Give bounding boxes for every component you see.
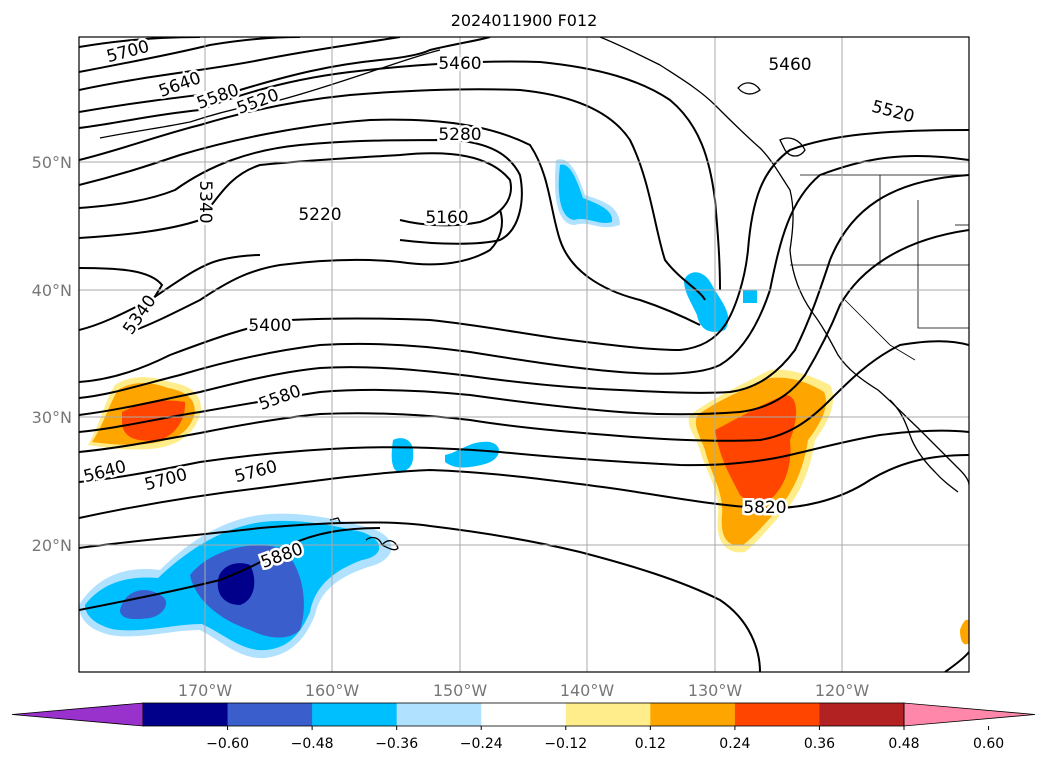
- neg-region-4: [445, 441, 500, 468]
- contour-label-halo: 5280: [438, 125, 481, 145]
- colorbar-ticks: −0.60 −0.48 −0.36 −0.24 −0.12 0.12 0.24 0.36 0.4…: [206, 726, 1004, 752]
- contour-label: 5460: [438, 54, 481, 74]
- coastlines: [99, 37, 969, 551]
- lat-label-40n: 40°N: [32, 281, 72, 300]
- contour-label: 5160: [425, 208, 468, 228]
- colorbar-tick-label: −0.60: [206, 736, 249, 752]
- pos-region-far-east: [960, 619, 969, 645]
- colorbar-swatch: [650, 703, 736, 726]
- contour-label-halo: 5460: [438, 54, 481, 74]
- lat-label-30n: 30°N: [32, 408, 72, 427]
- lon-label-170w: 170°W: [178, 681, 233, 700]
- colorbar-frame: [142, 702, 905, 727]
- colorbar-tick-label: −0.12: [544, 736, 587, 752]
- lon-label-130w: 130°W: [688, 681, 743, 700]
- contour-label-halo: 5400: [248, 316, 291, 336]
- colorbar-tick-label: −0.48: [291, 736, 334, 752]
- map-area: 5700570056405640558055805520552054605460…: [79, 37, 969, 672]
- pos-region-east-dark: [715, 395, 797, 503]
- contour-label: 5520: [870, 97, 917, 128]
- contour-label: 5640: [82, 457, 129, 488]
- colorbar-swatch: [481, 703, 567, 726]
- contour-label-halo: 5220: [298, 205, 341, 225]
- colorbar-tick-label: −0.24: [460, 736, 503, 752]
- graticule: [79, 37, 969, 672]
- lon-label-120w: 120°W: [815, 681, 870, 700]
- contour-label-halo: 5340: [195, 180, 215, 223]
- anomaly-shading: [79, 159, 969, 659]
- contour-label-halo: 5460: [768, 55, 811, 75]
- contour-label: 5580: [256, 381, 303, 415]
- height-contours: [79, 37, 969, 672]
- neg-region-2: [684, 272, 729, 332]
- lon-label-160w: 160°W: [305, 681, 360, 700]
- colorbar-swatch: [396, 703, 482, 726]
- contour-label: 5700: [143, 465, 190, 496]
- neg-region-hawaii-dark: [120, 545, 304, 638]
- contour-label: 5220: [298, 205, 341, 225]
- colorbar-tick-label: 0.12: [635, 736, 666, 752]
- contour-label: 5760: [233, 457, 280, 488]
- colorbar: [11, 702, 1036, 727]
- neg-region-1b: [558, 164, 613, 223]
- colorbar-swatch: [312, 703, 398, 726]
- colorbar-swatch: [565, 703, 651, 726]
- latitude-labels: 50°N 40°N 30°N 20°N: [32, 153, 72, 555]
- lon-label-150w: 150°W: [433, 681, 488, 700]
- colorbar-tick-label: 0.48: [888, 736, 919, 752]
- colorbar-extend-min: [11, 702, 144, 727]
- contour-label: 5280: [438, 125, 481, 145]
- neg-region-5: [743, 290, 757, 303]
- neg-region-3: [391, 438, 414, 472]
- colorbar-extend-max: [903, 702, 1036, 727]
- colorbar-swatch: [143, 703, 229, 726]
- colorbar-swatch: [227, 703, 313, 726]
- lat-label-50n: 50°N: [32, 153, 72, 172]
- longitude-labels: 170°W 160°W 150°W 140°W 130°W 120°W: [178, 681, 870, 700]
- colorbar-tick-label: 0.60: [973, 736, 1004, 752]
- contour-label-halo: 5160: [425, 208, 468, 228]
- map-title: 2024011900 F012: [451, 11, 598, 30]
- colorbar-tick-label: 0.24: [719, 736, 750, 752]
- colorbar-tick-label: −0.36: [375, 736, 418, 752]
- contour-label-halo: 5820: [743, 498, 786, 518]
- neg-region-hawaii-deep: [217, 563, 255, 605]
- contour-label: 5340: [195, 180, 215, 223]
- contour-label: 5820: [743, 498, 786, 518]
- contour-label: 5460: [768, 55, 811, 75]
- colorbar-swatch: [734, 703, 820, 726]
- lon-label-140w: 140°W: [560, 681, 615, 700]
- colorbar-swatch: [819, 703, 905, 726]
- map-frame: [78, 36, 970, 673]
- political-borders: [790, 174, 969, 361]
- contour-label: 5400: [248, 316, 291, 336]
- lat-label-20n: 20°N: [32, 536, 72, 555]
- colorbar-tick-label: 0.36: [804, 736, 835, 752]
